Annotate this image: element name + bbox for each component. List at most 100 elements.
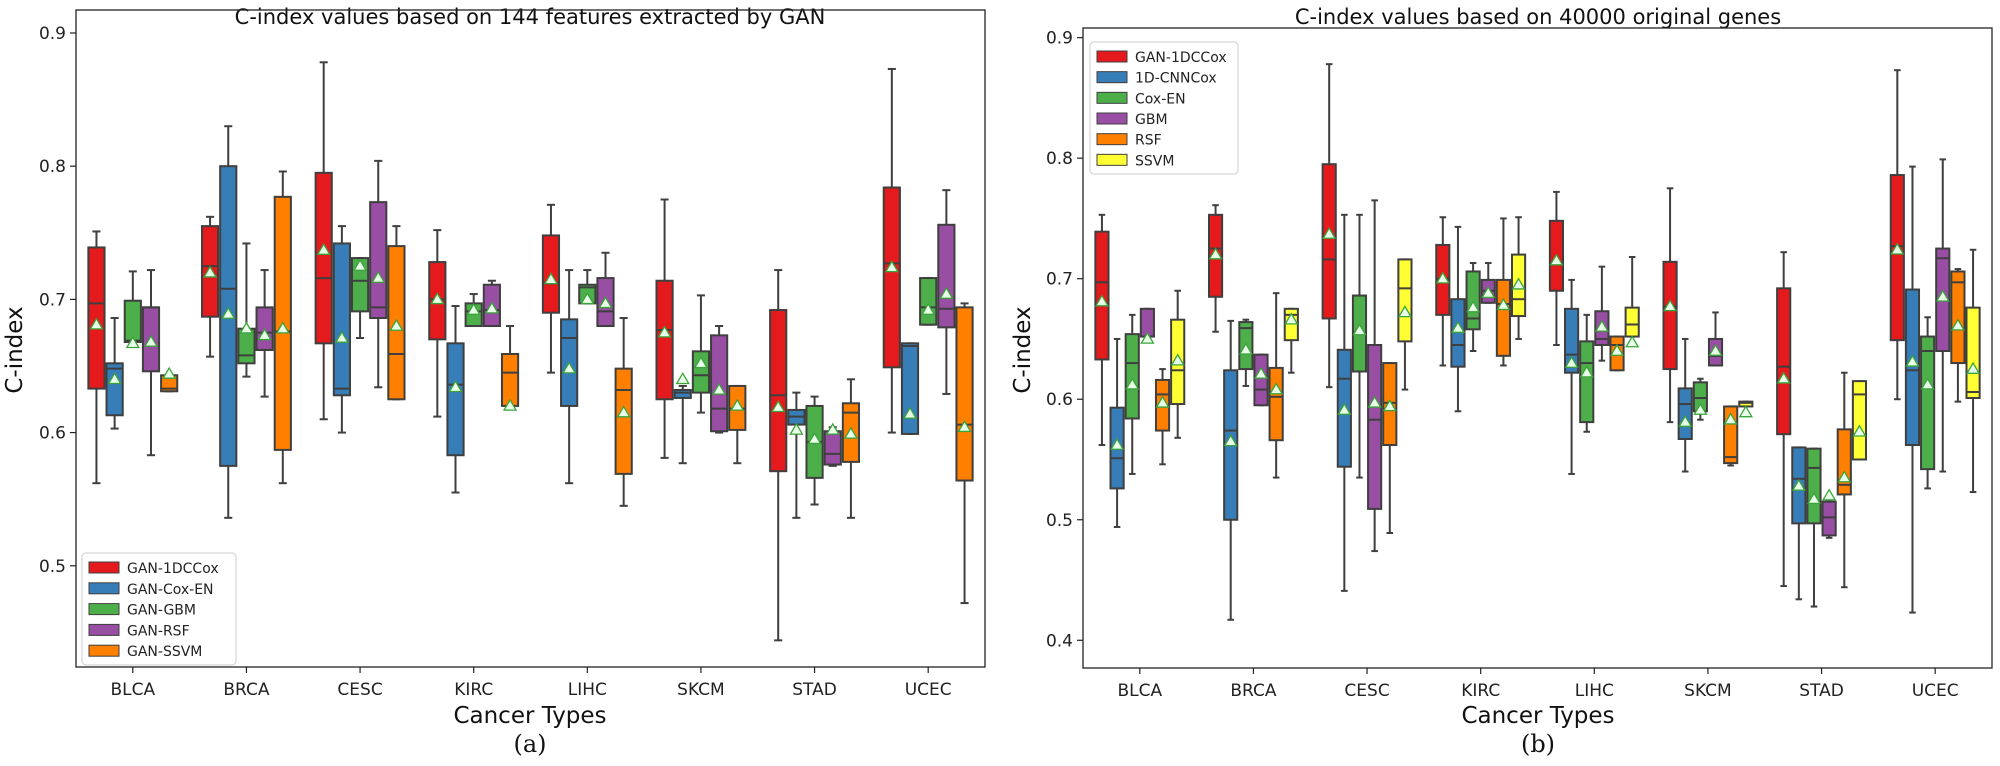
iqr-box <box>691 350 711 394</box>
box-gan-gbm-skcm <box>691 294 711 414</box>
mean-marker <box>1465 300 1481 313</box>
box-gan-ssvm-lihc <box>614 317 633 507</box>
x-tick-label: SKCM <box>677 680 725 700</box>
mean-marker <box>1253 366 1269 379</box>
plot-frame <box>75 9 986 668</box>
box-gan-1dccox-kirc <box>1435 216 1451 367</box>
mean-marker <box>1738 405 1753 418</box>
mean-marker <box>957 419 972 433</box>
mean-marker <box>239 321 254 334</box>
box-gan-gbm-brca <box>237 242 256 378</box>
mean-marker <box>789 422 804 435</box>
plot-frame <box>1082 27 1993 669</box>
legend-swatch <box>88 603 120 616</box>
x-tick-label: BRCA <box>1230 681 1276 701</box>
mean-marker <box>598 296 613 309</box>
mean-marker <box>1625 335 1640 348</box>
legend-swatch <box>1096 153 1128 166</box>
mean-marker <box>1935 289 1950 302</box>
iqr-box <box>1950 270 1966 365</box>
y-tick-label: 0.9 <box>1046 29 1073 49</box>
mean-marker <box>1238 342 1253 355</box>
iqr-box <box>369 201 388 320</box>
box-cox-en-cesc <box>1351 213 1368 479</box>
legend-label: GAN-GBM <box>127 603 196 619</box>
legend-swatch <box>1096 91 1128 104</box>
box-rsf-kirc <box>1495 217 1511 367</box>
legend-swatch <box>88 623 120 636</box>
iqr-box <box>1268 366 1284 442</box>
x-tick-label: BLCA <box>1117 681 1162 701</box>
legend-frame <box>81 552 237 666</box>
iqr-box <box>123 299 142 344</box>
box-cox-en-lihc <box>1579 313 1595 433</box>
box-gan-1dccox-ucec <box>882 67 901 434</box>
mean-marker <box>1890 242 1905 255</box>
box-cox-en-brca <box>1238 318 1254 387</box>
box-gan-1dccox-kirc <box>428 229 447 418</box>
box-gan-cox-en-skcm <box>673 372 692 465</box>
mean-marker <box>1337 402 1352 415</box>
box-gan-gbm-ucec <box>919 277 938 326</box>
panel-b-ylabel: C-index <box>1010 306 1036 393</box>
box-gbm-stad <box>1821 488 1837 539</box>
y-tick-label: 0.8 <box>1046 149 1073 169</box>
box-gan-cox-en-cesc <box>332 225 351 434</box>
box-gan-rsf-skcm <box>710 325 729 434</box>
box-ssvm-cesc <box>1397 258 1413 391</box>
iqr-box <box>1889 174 1905 342</box>
mean-marker <box>1693 402 1708 415</box>
mean-marker <box>1450 320 1466 333</box>
box-rsf-ucec <box>1950 268 1966 403</box>
mean-marker <box>1170 353 1185 366</box>
box-gan-1dccox-blca <box>1094 213 1110 447</box>
box-gan-1dccox-stad <box>1776 251 1792 588</box>
box-gan-ssvm-ucec <box>955 302 974 605</box>
mean-marker <box>543 272 559 285</box>
x-tick-label: UCEC <box>1912 681 1959 701</box>
mean-marker <box>1140 331 1155 344</box>
box-cox-en-stad <box>1806 447 1822 608</box>
mean-marker <box>939 286 954 299</box>
box-1d-cnncox-lihc <box>1564 278 1580 475</box>
mean-marker <box>1352 323 1367 336</box>
legend-label: GAN-Cox-EN <box>127 582 214 598</box>
panel-b-caption: (b) <box>1521 730 1555 758</box>
panel-b-plot-area: 0.4 0.5 0.6 0.7 0.8 0.9 BLCA BRCA CESC KIRC LIHC SK… <box>1046 27 1993 701</box>
legend-label: SSVM <box>1135 153 1174 169</box>
mean-marker <box>352 258 368 271</box>
mean-marker <box>1594 319 1610 332</box>
box-gan-rsf-blca <box>141 269 161 457</box>
legend-label: 1D-CNNCox <box>1135 71 1217 87</box>
iqr-box <box>655 279 674 401</box>
x-tick-label: BRCA <box>223 680 269 700</box>
box-1d-cnncox-brca <box>1223 319 1239 621</box>
iqr-box <box>1321 163 1337 320</box>
box-gan-gbm-cesc <box>350 257 370 340</box>
x-tick-label: KIRC <box>454 680 493 700</box>
mean-marker <box>1322 226 1337 239</box>
panel-a: C-index values based on 144 features ext… <box>2 5 986 758</box>
x-tick-label: SKCM <box>1684 681 1732 701</box>
mean-marker <box>1397 305 1413 318</box>
mean-marker <box>466 302 481 315</box>
mean-marker <box>1564 355 1579 368</box>
mean-marker <box>1791 478 1806 491</box>
box-1d-cnncox-stad <box>1791 446 1807 601</box>
iqr-box <box>614 367 633 475</box>
mean-marker <box>921 302 936 315</box>
box-gan-cox-en-stad <box>787 391 806 519</box>
iqr-box <box>1965 306 1981 400</box>
panel-b-xlabel: Cancer Types <box>1461 703 1614 729</box>
box-rsf-cesc <box>1382 362 1398 535</box>
mean-marker <box>711 382 727 395</box>
box-gan-rsf-kirc <box>482 279 501 328</box>
iqr-box <box>823 430 842 466</box>
box-cox-en-skcm <box>1692 377 1708 421</box>
mean-marker <box>1723 412 1738 425</box>
mean-marker <box>675 372 690 385</box>
iqr-box <box>350 257 370 313</box>
iqr-box <box>1920 335 1936 471</box>
box-gan-rsf-cesc <box>369 159 388 389</box>
box-gan-cox-en-kirc <box>446 305 465 494</box>
